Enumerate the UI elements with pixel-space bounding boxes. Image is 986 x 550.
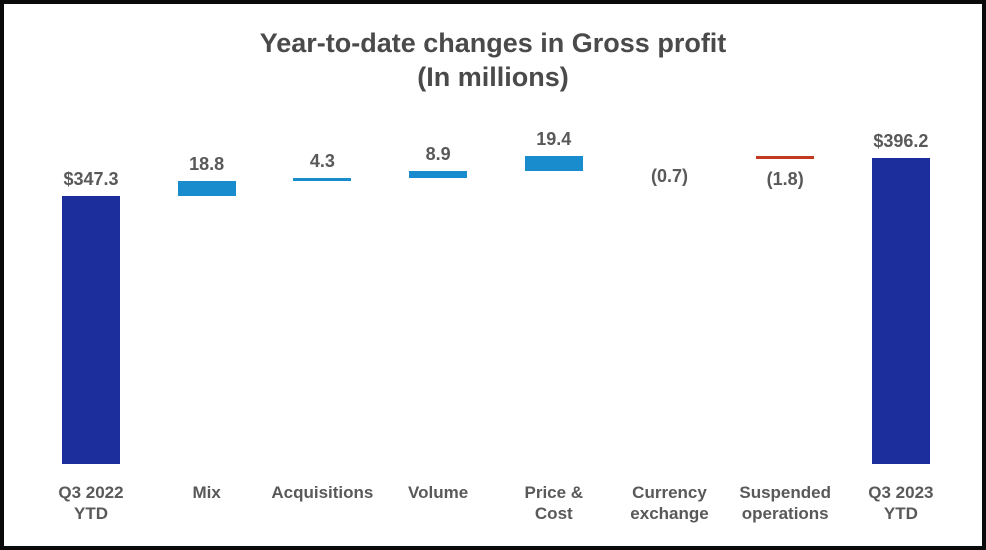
category-label-suspended-operations: Suspended operations (739, 483, 831, 523)
bar-price-cost (524, 155, 583, 171)
value-label-price-cost: 19.4 (536, 128, 572, 149)
bar-volume (409, 170, 468, 178)
value-label-q3-2023-ytd: $396.2 (873, 130, 929, 151)
value-label-q3-2022-ytd: $347.3 (63, 168, 119, 189)
category-label-currency-exchange: Currency exchange (630, 483, 709, 523)
value-label-acquisitions: 4.3 (309, 150, 335, 171)
value-label-volume: 8.9 (425, 143, 451, 164)
bar-acquisitions (293, 177, 352, 182)
category-label-price-cost: Price & Cost (524, 483, 584, 523)
chart-title-line1: Year-to-date changes in Gross profit (259, 28, 727, 58)
category-label-q3-2022-ytd: Q3 2022 YTD (58, 483, 124, 523)
bar-q3-2023-ytd (871, 157, 930, 464)
category-label-acquisitions: Acquisitions (271, 483, 374, 502)
chart-title: Year-to-date changes in Gross profit (In… (4, 26, 982, 94)
category-label-mix: Mix (192, 483, 221, 502)
chart-title-line2: (In millions) (417, 62, 569, 92)
value-label-mix: 18.8 (189, 154, 225, 175)
category-label-q3-2023-ytd: Q3 2023 YTD (868, 483, 934, 523)
category-label-volume: Volume (408, 483, 469, 502)
value-label-suspended-operations: (1.8) (766, 169, 804, 190)
plot-area: $347.3 Q3 2022 YTD 18.8 Mix 4.3 Acquisitions 8… (4, 4, 982, 546)
value-label-currency-exchange: (0.7) (650, 165, 688, 186)
bar-mix (177, 181, 236, 196)
bar-suspended-operations (756, 156, 815, 160)
bar-q3-2022-ytd (62, 195, 120, 464)
